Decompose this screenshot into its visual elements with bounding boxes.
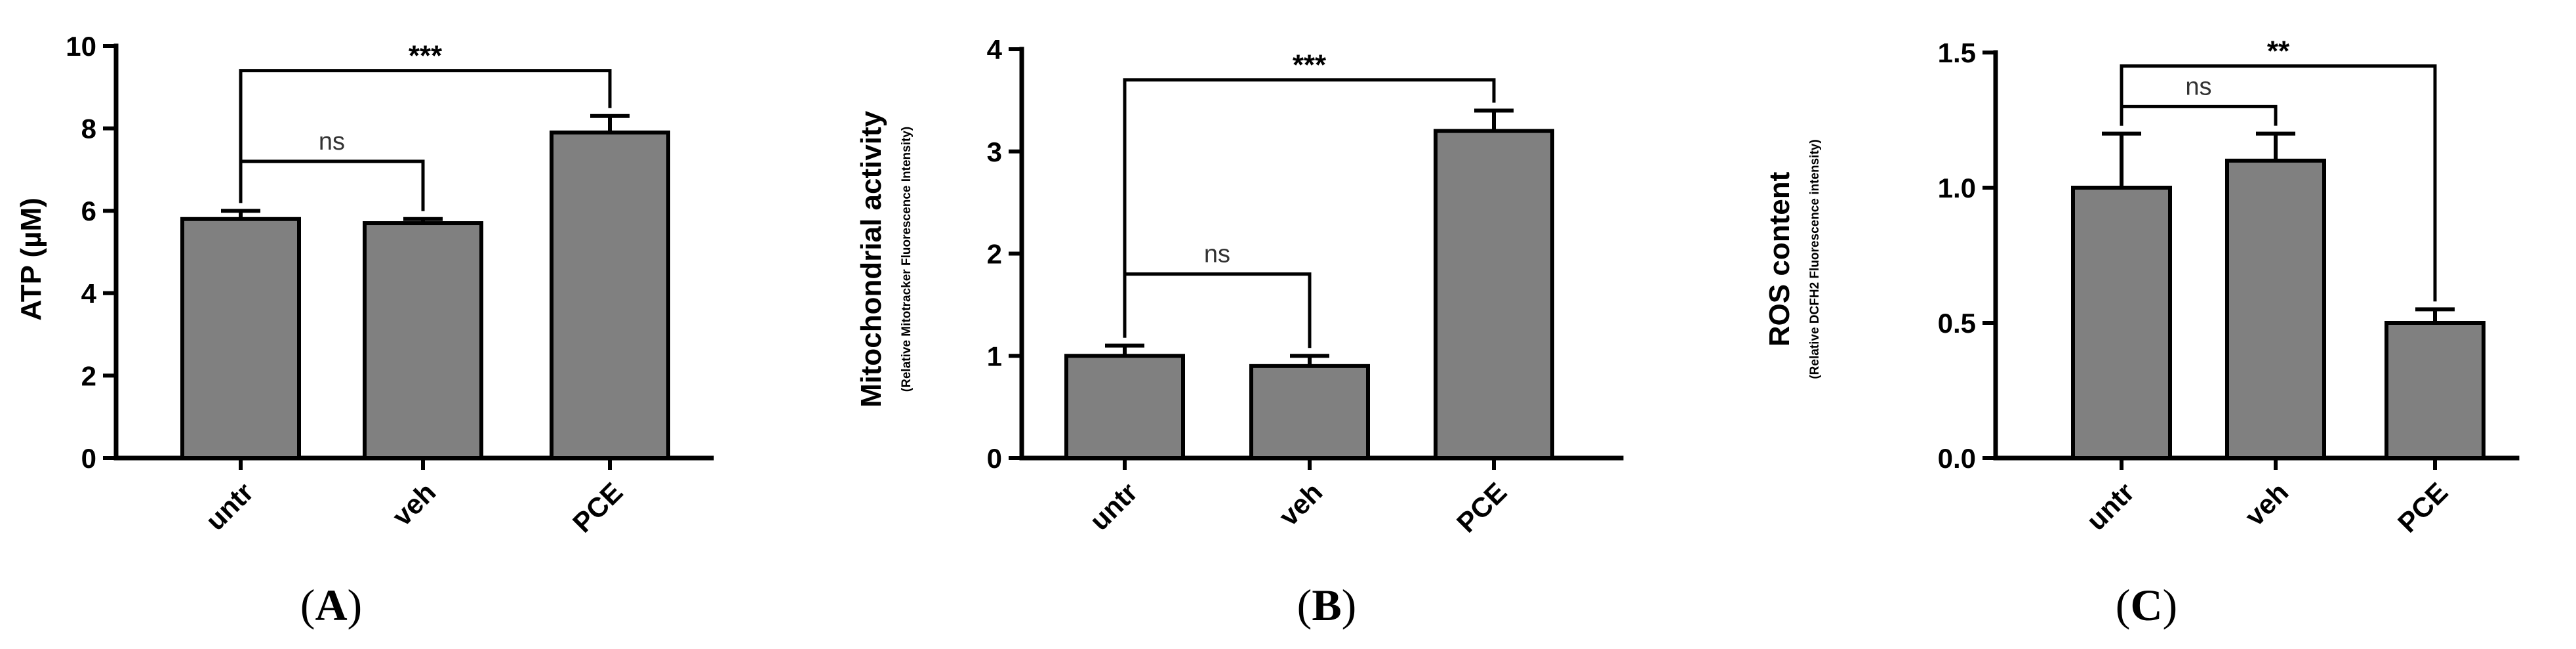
bar — [1064, 354, 1185, 460]
y-tick-label: 1.5 — [1938, 37, 1976, 68]
panel-b: Mitochondrial activity (Relative Mitotra… — [855, 34, 1624, 630]
y-tick-label: 8 — [81, 114, 96, 144]
y-tick-label: 4 — [81, 278, 97, 309]
y-axis-sublabel: (Relative DCFH2 Fluorescence intensity) — [1808, 139, 1822, 379]
bar — [180, 217, 301, 460]
y-axis-label: ROS content — [1763, 171, 1796, 346]
y-tick-label: 3 — [987, 136, 1002, 167]
panel-a: ATP (µM) 0 2 4 6 8 10 untr veh PCE *** ns (A) — [15, 31, 714, 630]
panel-label: (C) — [2116, 580, 2177, 630]
y-tick-label: 10 — [66, 31, 96, 62]
significance-bracket — [1123, 78, 1496, 338]
x-tick-label: veh — [2239, 476, 2294, 532]
y-tick-label: 2 — [81, 360, 96, 391]
y-tick-label: 2 — [987, 239, 1002, 270]
bar — [363, 221, 483, 460]
significance-label: ns — [319, 128, 345, 156]
y-tick-label: 4 — [987, 34, 1003, 65]
significance-bracket — [1123, 272, 1312, 348]
x-tick-label: PCE — [1451, 476, 1512, 538]
y-tick-label: 1 — [987, 341, 1002, 371]
x-tick-label: PCE — [2392, 476, 2453, 538]
significance-bracket — [2120, 64, 2437, 302]
y-tick-label: 6 — [81, 196, 96, 226]
x-tick-label: veh — [386, 476, 441, 532]
bar — [1249, 364, 1370, 461]
significance-label: *** — [409, 40, 443, 72]
bar — [2071, 186, 2172, 460]
y-axis-label: Mitochondrial activity — [855, 110, 887, 408]
y-tick-label: 0 — [81, 443, 96, 474]
y-axis-label: ATP (µM) — [15, 198, 47, 320]
bar — [2225, 158, 2326, 461]
significance-bracket — [239, 159, 425, 211]
x-tick-label: PCE — [567, 476, 628, 538]
y-tick-label: 0 — [987, 443, 1002, 474]
bar — [550, 130, 670, 460]
x-tick-label: untr — [1083, 476, 1143, 536]
bar — [1434, 129, 1554, 460]
x-tick-label: veh — [1273, 476, 1328, 532]
y-tick-label: 1.0 — [1938, 173, 1976, 203]
significance-label: ** — [2267, 35, 2290, 68]
bar — [2385, 321, 2485, 460]
panel-label: (B) — [1297, 580, 1357, 630]
significance-label: ns — [1204, 241, 1230, 268]
y-tick-label: 0.5 — [1938, 308, 1976, 339]
plot-area-b: 0 1 2 3 4 untr veh PCE *** ns — [987, 34, 1624, 538]
significance-bracket — [239, 69, 612, 203]
plot-area-c: 0.0 0.5 1.0 1.5 untr veh PCE ** ns — [1938, 35, 2520, 538]
plot-area-a: 0 2 4 6 8 10 untr veh PCE *** ns — [66, 31, 714, 538]
x-tick-label: untr — [199, 476, 259, 536]
panel-c: ROS content (Relative DCFH2 Fluorescence… — [1763, 35, 2520, 630]
x-tick-label: untr — [2080, 476, 2140, 536]
panel-label: (A) — [300, 580, 362, 630]
y-axis-sublabel: (Relative Mitotracker Fluorescence Inten… — [900, 127, 914, 392]
significance-label: *** — [1293, 49, 1327, 81]
significance-bracket — [2120, 104, 2278, 126]
y-tick-label: 0.0 — [1938, 443, 1976, 474]
significance-label: ns — [2185, 73, 2211, 100]
